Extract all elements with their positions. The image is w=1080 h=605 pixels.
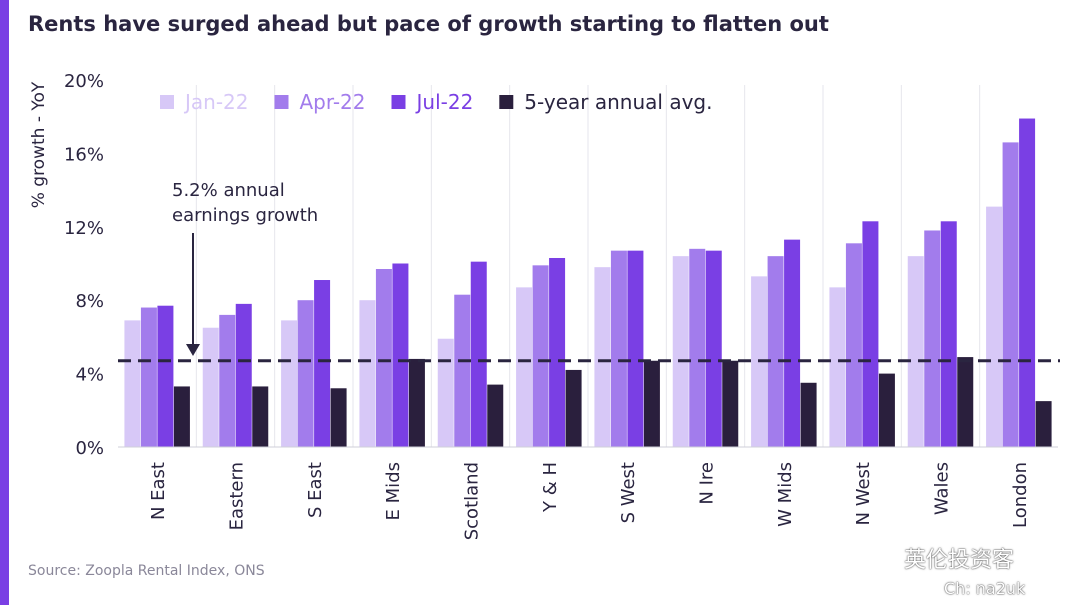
x-category-label: Scotland [462,462,483,540]
bar [297,300,314,447]
bar [532,265,549,447]
watermark-brand: 英伦投资客 [904,548,1015,573]
y-axis-title: % growth - YoY [29,81,49,208]
bar [1002,142,1019,447]
bar [845,243,862,447]
bar [784,239,801,447]
bar [235,303,252,447]
bar [454,294,471,447]
bar [252,386,269,447]
legend-swatch [160,95,174,109]
x-category-label: S West [618,462,639,523]
x-category-label: S East [305,462,326,518]
y-tick-label: 20% [64,71,104,92]
bar [470,261,487,447]
bar [689,248,706,447]
bar [124,320,141,447]
annotation-line1: 5.2% annual [172,180,285,201]
bar [140,307,157,447]
bar [1019,118,1036,447]
bar [314,280,331,447]
bar [1035,401,1052,447]
legend-swatch [274,95,289,109]
bar [408,358,425,447]
x-category-label: W Mids [775,462,796,527]
bar [924,230,941,447]
bar [202,327,219,447]
chart-title: Rents have surged ahead but pace of grow… [28,12,829,36]
bar [878,373,895,447]
x-category-label: N East [148,462,169,520]
annotation-line2: earnings growth [172,205,318,226]
bar [643,360,660,447]
x-category-label: Y & H [540,462,561,513]
source-note: Source: Zoopla Rental Index, ONS [28,563,265,579]
bar [705,250,722,447]
bar [487,384,504,447]
bar [549,257,566,447]
x-category-label: N West [853,462,874,525]
x-category-label: London [1010,462,1031,528]
legend-label: Jul-22 [415,90,474,114]
bar [722,360,739,447]
bar [986,206,1003,447]
bar [359,300,376,447]
bar [173,386,190,447]
bar [672,256,689,447]
legend-swatch [391,95,406,109]
bar [800,382,817,447]
y-tick-label: 16% [64,144,104,165]
bar [767,256,784,447]
bar [157,305,174,447]
bar [565,369,582,447]
bar [829,287,846,447]
bar [862,221,879,447]
left-accent-bar [0,0,9,605]
wechat-icon [862,545,896,571]
bar [375,269,392,447]
bar [281,320,298,447]
y-tick-label: 4% [75,365,104,386]
y-tick-label: 12% [64,218,104,239]
x-category-label: Wales [932,462,953,515]
bar [516,287,533,447]
watermark: 英伦投资客 [862,542,1014,574]
bar [594,267,611,447]
x-category-label: Eastern [227,462,248,530]
bar [610,250,627,447]
legend-swatch [499,95,514,109]
legend-label: 5-year annual avg. [524,90,712,114]
bar [627,250,644,447]
bar [437,338,454,447]
bar [330,388,347,447]
chart-area: 0% 4% 8% 12% 16% 20% % growth - YoY N East Easte… [29,71,1060,540]
bar [392,263,409,447]
legend-label: Jan-22 [183,90,249,114]
y-tick-label: 0% [75,438,104,459]
annotation-arrow-head [186,344,200,356]
bar [940,221,957,447]
y-tick-label: 8% [75,291,104,312]
x-category-label: N Ire [697,462,718,505]
bar [957,357,974,447]
bar [219,314,236,447]
watermark-handle: Ch: na2uk [944,579,1026,598]
legend-label: Apr-22 [300,90,366,114]
x-category-label: E Mids [383,462,404,520]
bar [907,256,924,447]
